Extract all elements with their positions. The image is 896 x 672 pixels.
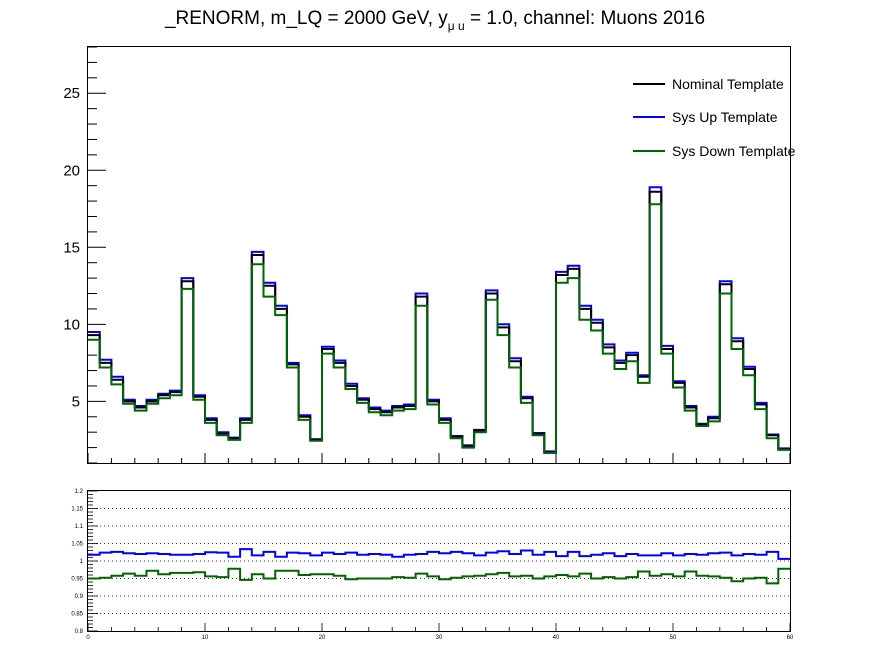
ratio-y-tick-label: 0.9 [75, 594, 84, 600]
top-plot-frame [87, 46, 791, 464]
legend-label-sys-down-template: Sys Down Template [672, 143, 796, 159]
y-tick-label: 5 [72, 393, 80, 410]
chart-title-subscript: μ u [448, 19, 465, 33]
ratio-y-tick-label: 0.95 [71, 577, 83, 583]
sys-down-template-line [88, 203, 790, 454]
ratio-x-tick-label: 30 [436, 635, 443, 641]
ratio-y-tick-label: 1 [80, 559, 84, 565]
chart-title: _RENORM, m_LQ = 2000 GeV, yμ u = 1.0, ch… [164, 8, 705, 33]
ratio-series-group [88, 548, 790, 585]
ratio-y-tick-label: 1.2 [75, 489, 84, 495]
ratio-up-line [88, 548, 790, 560]
top-axis-ticks: 5 10 15 20 25 [63, 46, 791, 464]
ratio-x-tick-label: 0 [86, 635, 90, 641]
ratio-x-tick-label: 20 [319, 635, 326, 641]
ratio-y-tick-label: 0.85 [71, 612, 83, 618]
ratio-y-tick-label: 0.8 [75, 629, 84, 635]
top-panel: 5 10 15 20 25 Nominal Template Sys Up Templat… [63, 46, 796, 464]
y-tick-label: 15 [63, 239, 80, 256]
ratio-x-tick-label: 10 [202, 635, 209, 641]
ratio-x-tick-label: 60 [787, 635, 794, 641]
ratio-y-tick-label: 1.05 [71, 542, 83, 548]
legend: Nominal Template Sys Up Template Sys Down … [633, 76, 796, 159]
top-series-group [88, 186, 790, 454]
ratio-axis-ticks: 0.8 0.85 0.9 0.95 1 1.05 1.1 1.15 1.2 0 10 20 30 40 50… [71, 489, 794, 641]
ratio-x-tick-label: 40 [553, 635, 560, 641]
ratio-y-tick-label: 1.15 [71, 507, 83, 513]
chart-title-suffix: = 1.0, channel: Muons 2016 [465, 8, 705, 29]
ratio-x-tick-label: 50 [670, 635, 677, 641]
ratio-y-tick-label: 1.1 [75, 524, 84, 530]
y-tick-label: 10 [63, 316, 80, 333]
legend-label-sys-up-template: Sys Up Template [672, 109, 778, 125]
ratio-down-line [88, 567, 790, 585]
ratio-gridlines [88, 508, 790, 614]
legend-label-nominal-template: Nominal Template [672, 76, 784, 92]
y-tick-label: 20 [63, 162, 80, 179]
ratio-panel: 0.8 0.85 0.9 0.95 1 1.05 1.1 1.15 1.2 0 10 20 30 40 50… [71, 489, 794, 641]
y-tick-label: 25 [63, 85, 80, 102]
chart-title-main: _RENORM, m_LQ = 2000 GeV, y [164, 8, 448, 29]
ratio-plot-frame [87, 490, 791, 632]
